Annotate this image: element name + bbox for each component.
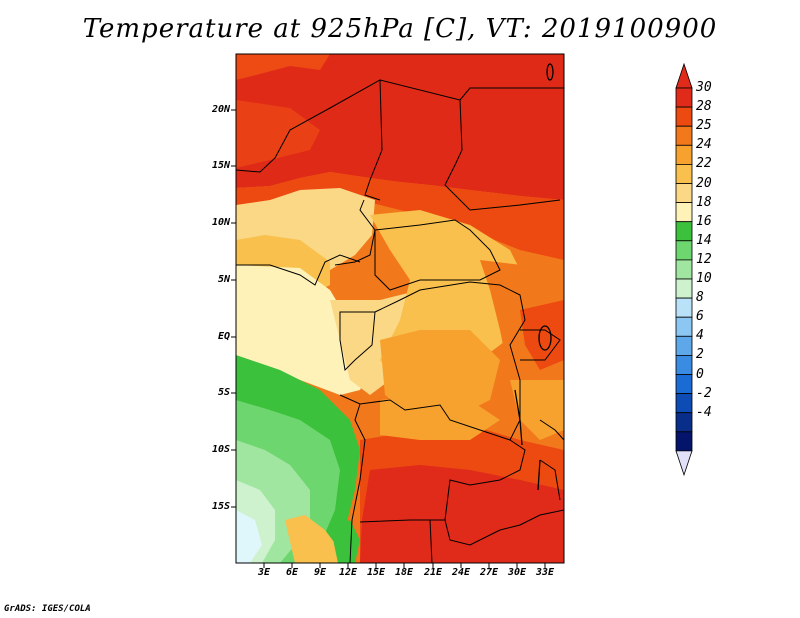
colorbar-label: 20 [696,175,712,191]
lon-label: 9E [313,567,327,578]
country-borders [236,79,564,563]
colorbar-swatch [675,259,693,280]
colorbar-swatch [675,354,693,375]
lon-label: 15E [366,567,386,578]
colorbar-bottom-cap [675,450,693,477]
lon-label: 3E [257,567,271,578]
map-frame [235,53,565,564]
colorbar-label: 8 [696,290,704,306]
temperature-field [236,54,564,563]
lat-label: 20N [211,104,230,115]
colorbar-swatch [675,144,693,165]
colorbar-swatch [675,316,693,337]
lon-label: 18E [394,567,414,578]
colorbar-swatch [675,393,693,414]
colorbar-swatch [675,163,693,184]
lat-label: 5S [217,387,230,398]
lon-label: 6E [285,567,299,578]
colorbar-label: -2 [696,385,712,401]
colorbar-swatch [675,87,693,108]
axis-ticks [231,109,546,568]
lon-label: 24E [451,567,471,578]
colorbar [675,62,693,477]
lat-label: 5N [217,274,230,285]
colorbar-swatch [675,278,693,299]
colorbar-label: 28 [696,99,712,115]
credit-text: GrADS: IGES/COLA [4,604,91,614]
colorbar-label: 12 [696,251,712,267]
lon-label: 21E [423,567,443,578]
lon-label: 12E [338,567,358,578]
colorbar-swatch [675,125,693,146]
colorbar-swatch [675,335,693,356]
colorbar-label: 0 [696,366,704,382]
colorbar-swatch [675,374,693,395]
colorbar-top-cap [675,62,693,89]
lat-label: 15S [211,501,230,512]
colorbar-label: 18 [696,194,712,210]
colorbar-label: -4 [696,404,712,420]
lat-label: 10N [211,217,230,228]
lon-label: 33E [535,567,555,578]
lon-label: 30E [507,567,527,578]
colorbar-swatch [675,412,693,433]
colorbar-label: 30 [696,80,712,95]
colorbar-swatch [675,183,693,204]
colorbar-swatch [675,106,693,127]
lat-label: 10S [211,444,230,455]
colorbar-swatch [675,202,693,223]
colorbar-label: 25 [696,118,712,134]
colorbar-swatch [675,221,693,242]
colorbar-label: 22 [696,156,712,172]
chart-title: Temperature at 925hPa [C], VT: 201910090… [82,14,718,44]
lakes [514,63,554,491]
lat-label: EQ [217,331,230,342]
colorbar-label: 14 [696,232,712,248]
colorbar-swatch [675,240,693,261]
colorbar-swatch [675,431,693,452]
lon-label: 27E [479,567,499,578]
colorbar-label: 4 [696,328,704,344]
colorbar-label: 16 [696,213,712,229]
colorbar-label: 6 [696,309,704,325]
colorbar-label: 24 [696,137,712,153]
colorbar-label: 2 [696,347,704,363]
colorbar-swatch [675,297,693,318]
lat-label: 15N [211,160,230,171]
colorbar-label: 10 [696,271,712,286]
